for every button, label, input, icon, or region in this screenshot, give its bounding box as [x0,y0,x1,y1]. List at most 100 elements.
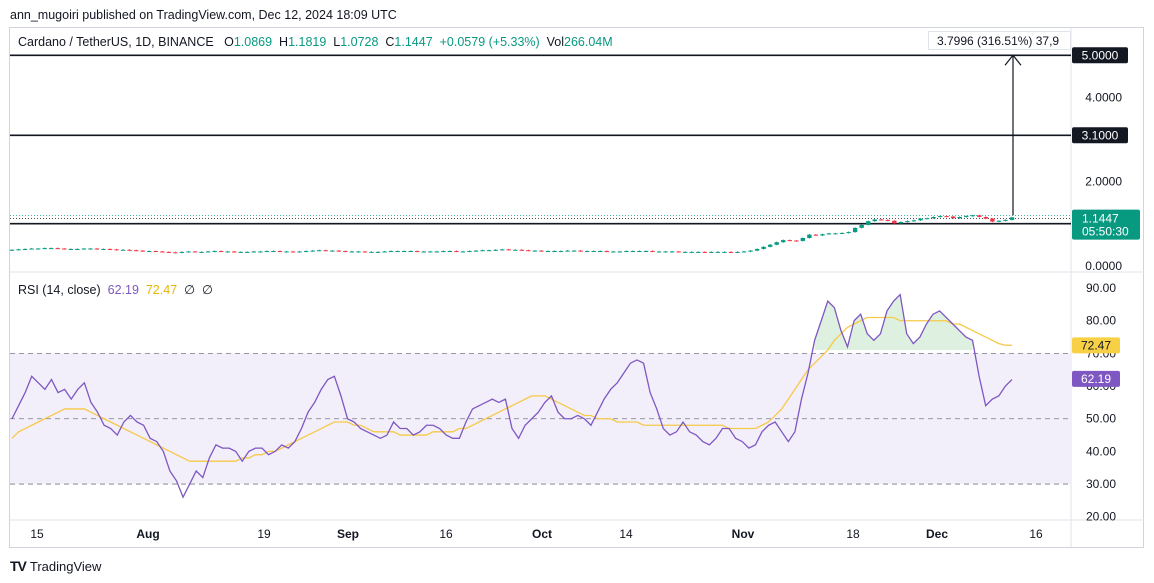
candle-body [571,250,577,252]
candle-body [519,249,525,251]
candle-body [709,251,714,253]
rsi-ma-tag [1072,337,1120,354]
candle-body [186,251,191,253]
candle-body [996,220,1002,222]
rsi-tick-label: 50.00 [1086,412,1116,426]
candle-body [748,250,753,252]
measure-arrow-head [1004,54,1022,66]
candle-body [127,249,132,251]
candle-body [970,215,975,217]
candle-body [349,251,355,253]
candle-body [356,251,361,253]
candle-body [22,248,28,250]
rsi-value-tag [1072,370,1120,387]
candle-body [872,219,877,222]
rsi-tick-label: 40.00 [1086,444,1116,458]
rsi-null-2: ∅ [201,283,213,297]
candle-body [604,251,609,253]
candle-body [539,250,544,252]
candle-body [859,224,864,228]
candle-body [473,250,479,252]
rsi-ma-value: 72.47 [145,283,178,297]
candle-body [813,234,819,236]
time-tick-label: Oct [532,527,552,541]
candle-body [454,251,459,253]
candle-body [591,251,596,253]
candle-body [937,216,943,218]
candle-body [885,219,891,221]
candle-body [911,220,917,222]
rsi-value: 62.19 [107,283,139,297]
candle-body [552,251,557,253]
candle-body [499,249,505,251]
candle-body [330,250,335,252]
tradingview-logo-icon: TV [10,558,27,574]
candle-body [75,248,80,250]
candle-body [807,234,812,238]
rsi-tick-label: 20.00 [1086,510,1116,524]
candle-body [173,252,178,254]
candle-body [166,251,172,253]
high-value: 1.1819 [288,35,327,49]
candle-body [343,251,348,253]
candle-body [199,251,204,253]
candle-body [94,248,100,250]
candle-body [81,248,87,250]
low-value: 1.0728 [340,35,379,49]
candle-body [271,251,276,253]
rsi-ma-tag-label: 72.47 [1081,338,1111,352]
rsi-axis: 20.0030.0040.0050.0060.0070.0080.0090.00… [1072,281,1120,524]
candle-body [421,251,426,253]
candle-body [833,233,838,235]
candle-body [964,216,969,218]
tradingview-logo-text: TradingView [29,558,102,574]
candle-body [735,251,740,253]
candle-body [160,251,165,253]
candle-body [316,250,322,252]
countdown-label: 05:50:30 [1082,225,1129,239]
change-value: +0.0579 (+5.33%) [439,35,540,49]
candle-body [16,249,21,251]
open-value: 1.0869 [233,35,273,49]
volume-label: Vol [546,35,565,49]
candle-body [950,216,956,219]
rsi-null-1: ∅ [184,283,195,297]
candle-body [656,251,662,253]
candle-body [480,250,485,252]
candle-body [637,251,642,253]
candle-body [310,250,315,252]
candle-body [957,216,962,219]
candle-body [689,251,694,253]
candle-body [362,251,368,253]
price-axis: 0.00002.00004.00001.00003.10005.00001.14… [1072,47,1140,273]
candle-body [611,251,616,253]
symbol-legend: Cardano / TetherUS, 1D, BINANCE O1.0869 … [18,35,613,49]
time-tick-label: Dec [926,527,948,541]
candle-body [68,248,74,250]
candle-body [846,232,851,234]
candle-body [892,220,897,224]
time-tick-label: 15 [30,527,44,541]
candle-body [983,216,989,219]
last-price-tag [1072,209,1140,240]
candle-body [9,249,15,251]
candle-body [447,251,453,253]
last-price-label: 1.1447 [1082,212,1119,226]
candle-body [676,251,681,253]
candle-body [663,251,668,253]
candle-body [728,251,734,253]
candle-body [800,238,806,241]
close-label: C [385,35,395,49]
candle-body [839,232,845,234]
time-tick-label: Nov [732,527,755,541]
close-value: 1.1447 [394,35,433,49]
tradingview-logo[interactable]: TV TradingView [10,558,101,574]
candle-body [232,251,237,253]
candle-body [532,250,538,252]
rsi-value-tag-label: 62.19 [1081,372,1111,386]
symbol-title: Cardano / TetherUS, 1D, BINANCE [18,35,214,49]
candle-body [375,251,381,253]
candle-body [290,251,296,253]
rsi-tick-label: 90.00 [1086,281,1116,295]
